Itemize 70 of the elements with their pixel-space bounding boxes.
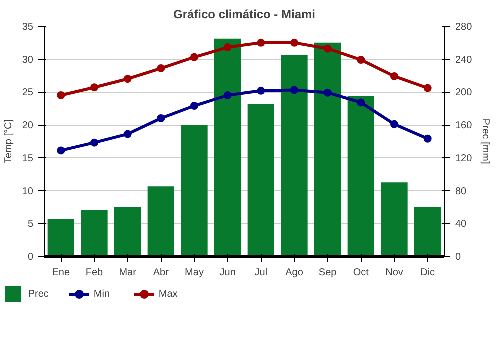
y-tick-label: 0 [28,252,34,263]
point [124,75,132,84]
point [290,38,298,47]
bar [148,186,174,256]
y2-tick-label: 280 [456,22,473,33]
point [257,38,266,47]
bar [281,55,308,256]
x-tick-label: Jun [220,268,236,278]
y-axis-title: Temp [°C] [3,119,14,164]
bar [414,207,442,256]
y-tick-label: 10 [22,186,34,198]
bar [81,210,108,256]
point [157,64,166,73]
y2-tick-label: 40 [456,219,468,230]
point [324,44,332,53]
legend-label: Min [94,288,112,300]
bar [48,220,74,256]
y2-tick-label: 200 [456,88,473,99]
bar [214,38,242,256]
x-tick-label: Abr [153,268,170,278]
bar [114,207,142,256]
y2-tick-label: 120 [456,153,473,164]
x-tick-label: May [185,268,204,278]
y2-tick-label: 240 [456,54,473,66]
x-tick-label: Dic [420,268,436,278]
bar [314,42,342,256]
point [257,86,266,95]
point [57,146,66,155]
y-tick-label: 30 [22,54,34,66]
point [424,84,432,92]
bar [381,182,408,256]
point [224,44,232,52]
y2-tick-label: 0 [456,252,462,263]
point [90,138,98,147]
y-tick-label: 35 [22,22,34,33]
y-tick-label: 25 [22,88,34,99]
y2-axis-title: Prec [mm] [480,118,492,164]
bar [181,125,208,256]
point [90,84,98,92]
y-tick-label: 5 [28,219,34,230]
y-tick-label: 15 [22,153,34,164]
point [324,88,332,97]
point [57,92,66,100]
point [357,56,366,64]
x-tick-label: Jul [254,268,268,278]
x-tick-label: Sep [318,268,338,278]
point [124,130,132,138]
point [190,53,198,62]
bar [348,96,374,256]
x-tick-label: Oct [353,268,370,278]
x-tick-label: Feb [86,268,104,278]
point [224,92,232,100]
y-tick-label: 20 [22,120,34,132]
chart-title: Gráfico climático - Miami [173,8,316,22]
legend-label: Prec [28,288,49,300]
point [390,72,398,80]
bar [248,104,274,256]
x-tick-label: Ene [52,268,70,278]
point [290,86,298,94]
point [424,134,432,143]
x-tick-label: Nov [386,268,404,278]
y2-tick-label: 80 [456,186,468,198]
point [157,114,166,122]
point [390,120,398,128]
point [190,102,198,110]
y2-tick-label: 160 [456,120,473,132]
x-tick-label: Ago [286,268,304,278]
point [357,98,366,107]
x-tick-label: Mar [119,268,138,278]
legend-label: Max [158,288,179,300]
